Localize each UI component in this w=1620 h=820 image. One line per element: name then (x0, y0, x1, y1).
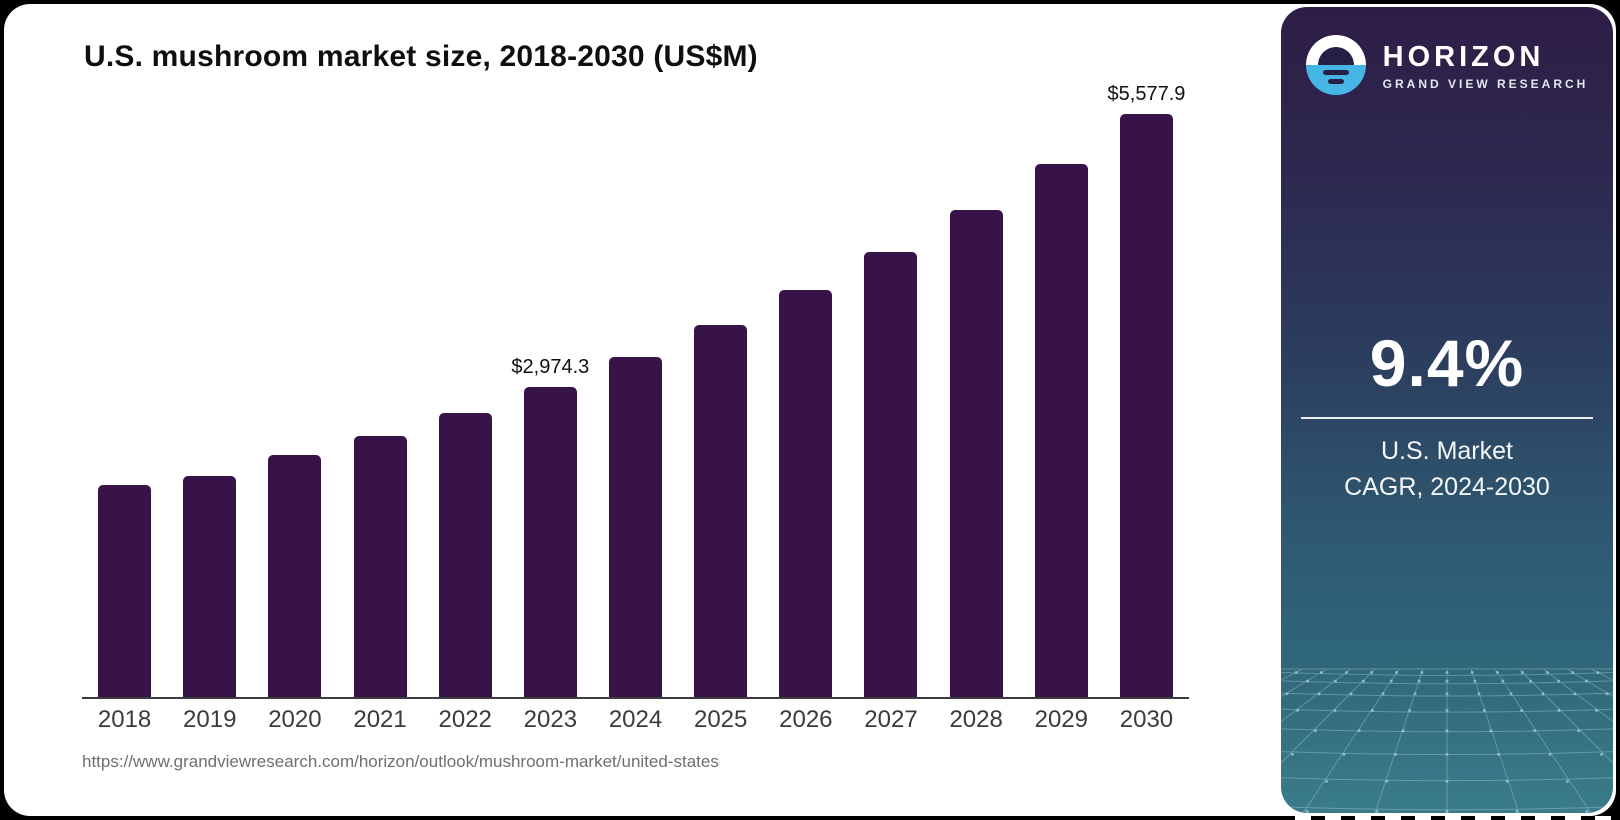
x-axis-label-2020: 2020 (268, 706, 322, 733)
bar-column (82, 484, 167, 698)
stat-divider (1301, 417, 1593, 419)
chart-title: U.S. mushroom market size, 2018-2030 (US… (84, 40, 758, 73)
logo-sun-icon (1317, 47, 1354, 65)
stat-caption-line2: CAGR, 2024-2030 (1344, 473, 1550, 501)
chart-card: U.S. mushroom market size, 2018-2030 (US… (4, 4, 1616, 816)
stat-caption: U.S. Market CAGR, 2024-2030 (1281, 433, 1613, 505)
x-axis-label-2029: 2029 (1034, 706, 1088, 733)
bar-value-label-2023: $2,974.3 (511, 355, 590, 378)
bottom-edge-dashes (1295, 816, 1611, 820)
bar-column (593, 357, 678, 698)
bar-value-label-2030: $5,577.9 (1107, 83, 1186, 105)
x-axis-label-2023: 2023 (523, 706, 578, 733)
brand-block: HORIZON GRAND VIEW RESEARCH (1281, 35, 1613, 95)
bar-2025 (694, 325, 748, 698)
bar-column (934, 209, 1019, 698)
bar-column (423, 413, 508, 698)
bar-column (337, 435, 422, 698)
bar-2030 (1119, 114, 1173, 698)
bar-2020 (268, 455, 322, 698)
logo-reflection-line (1322, 70, 1349, 75)
bar-column (678, 325, 763, 698)
bar-2027 (864, 251, 918, 698)
bar-column: $5,577.9 (1104, 83, 1189, 698)
x-axis-line (82, 697, 1189, 699)
bar-2021 (353, 435, 407, 698)
bar-2019 (183, 476, 237, 698)
bar-column: $2,974.3 (508, 356, 593, 698)
horizon-logo-icon (1305, 35, 1366, 95)
sidebar-panel: HORIZON GRAND VIEW RESEARCH 9.4% U.S. Ma… (1281, 7, 1613, 813)
brand-text: HORIZON GRAND VIEW RESEARCH (1383, 40, 1589, 91)
bar-2024 (609, 357, 663, 698)
bar-2022 (438, 413, 492, 698)
cagr-stat-block: 9.4% U.S. Market CAGR, 2024-2030 (1281, 325, 1613, 505)
logo-reflection-line (1327, 79, 1344, 84)
bar-2028 (949, 209, 1003, 698)
x-axis-label-2026: 2026 (779, 706, 833, 733)
x-axis-label-2030: 2030 (1119, 706, 1174, 733)
bar-column (252, 455, 337, 698)
mesh-wrap (1281, 643, 1613, 813)
bar-2029 (1034, 163, 1088, 698)
source-url: https://www.grandviewresearch.com/horizo… (82, 752, 719, 771)
x-axis-label-2027: 2027 (864, 706, 918, 733)
bar-column (167, 476, 252, 698)
x-axis-label-2025: 2025 (693, 706, 748, 733)
brand-subtitle: GRAND VIEW RESEARCH (1382, 76, 1589, 91)
bar-column (1019, 163, 1104, 698)
bar-column (848, 251, 933, 698)
x-axis-label-2022: 2022 (438, 706, 492, 733)
bar-2023 (523, 386, 577, 698)
x-axis-label-2024: 2024 (608, 706, 663, 733)
x-axis-label-2018: 2018 (97, 706, 152, 733)
x-axis-label-2019: 2019 (183, 706, 237, 733)
brand-name: HORIZON (1382, 40, 1545, 73)
stat-caption-line1: U.S. Market (1381, 437, 1513, 465)
x-axis-label-2021: 2021 (353, 706, 407, 733)
bar-2026 (779, 290, 833, 698)
bars-row: $2,974.3 $5,577.9 (82, 83, 1189, 698)
x-labels-row: 2018 2019 2020 2021 2022 2023 2024 2025 2026 2027… (82, 706, 1189, 734)
cagr-value: 9.4% (1369, 326, 1525, 400)
mesh-pattern (1281, 668, 1613, 813)
bar-2018 (98, 484, 152, 698)
x-axis-label-2028: 2028 (949, 706, 1003, 733)
bar-column (763, 290, 848, 698)
